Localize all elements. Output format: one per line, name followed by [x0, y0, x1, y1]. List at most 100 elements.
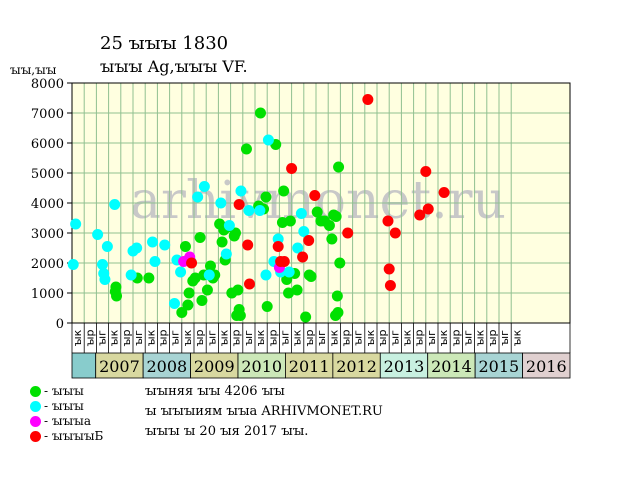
quarter-label: ꙑк	[218, 329, 231, 346]
quarter-label: ꙑр	[83, 330, 96, 347]
data-point	[334, 257, 346, 269]
year-label: 2013	[384, 357, 425, 376]
data-point	[332, 307, 344, 318]
year-label: 2009	[194, 357, 235, 376]
year-band	[522, 352, 571, 379]
data-point	[260, 269, 272, 281]
data-point	[229, 227, 241, 239]
quarter-label: ꙑр	[120, 330, 133, 347]
y-tick-label: 3000	[31, 227, 64, 242]
quarter-label: ꙑг	[352, 330, 365, 346]
quarter-label: ꙑк	[510, 329, 523, 346]
data-point	[110, 281, 122, 293]
year-label: 2008	[146, 357, 187, 376]
data-point	[297, 251, 309, 263]
data-point	[278, 185, 290, 197]
y-tick-label: 2000	[31, 257, 64, 272]
data-point	[196, 295, 208, 306]
quarter-label: ꙑк	[254, 329, 267, 346]
data-point	[305, 271, 317, 282]
data-point	[223, 220, 235, 231]
quarter-label: ꙑг	[462, 330, 475, 346]
quarter-label: ꙑк	[181, 329, 194, 346]
data-point	[92, 229, 104, 240]
data-point	[232, 284, 244, 296]
data-point	[295, 208, 307, 219]
quarter-label: ꙑг	[498, 330, 511, 346]
quarter-label: ꙑг	[169, 330, 182, 346]
note-date: ꙑꙑꙑ ꙑ 20 ꙑя 2017 ꙑꙑ.	[145, 424, 309, 439]
quarter-label: ꙑг	[315, 330, 328, 346]
chart-subtitle: ꙑꙑꙑ Ag,ꙑꙑꙑ VF.	[100, 57, 248, 76]
data-point	[216, 236, 228, 248]
data-point	[243, 205, 255, 216]
data-point	[323, 220, 335, 231]
y-tick-label: 5000	[31, 167, 64, 182]
data-point	[109, 199, 121, 210]
data-point	[186, 257, 198, 269]
data-point	[149, 256, 161, 267]
data-point	[159, 239, 171, 251]
y-tick-label: 0	[56, 317, 64, 332]
quarter-label: ꙑр	[157, 330, 170, 347]
legend-dot	[30, 416, 41, 427]
data-point	[70, 218, 82, 230]
data-point	[303, 235, 315, 246]
data-point	[260, 191, 272, 203]
legend-dot	[30, 401, 41, 412]
year-label: 2014	[431, 357, 472, 376]
data-point	[179, 241, 191, 252]
year-band	[190, 352, 239, 379]
data-point	[168, 298, 180, 309]
data-point	[309, 190, 321, 201]
year-label: 2016	[526, 357, 567, 376]
y-axis-label: ꙑꙑ,ꙑꙑ	[10, 63, 57, 77]
data-point	[101, 241, 113, 252]
data-point	[242, 239, 254, 251]
note-last-price: ꙑꙑняя ꙑꙑ 4206 ꙑꙑ	[145, 384, 285, 399]
data-point	[97, 259, 108, 270]
data-point	[194, 232, 206, 243]
year-band	[474, 352, 523, 379]
y-tick-label: 6000	[31, 137, 64, 152]
quarter-label: ꙑр	[230, 330, 243, 347]
data-point	[330, 211, 342, 222]
data-point	[300, 311, 312, 323]
data-point	[125, 269, 137, 281]
data-point	[147, 236, 159, 248]
data-point	[284, 215, 296, 227]
quarter-label: ꙑк	[327, 329, 340, 346]
data-point	[131, 242, 143, 254]
quarter-label: ꙑк	[108, 329, 121, 346]
y-tick-label: 7000	[31, 107, 64, 122]
data-point	[331, 290, 343, 302]
data-point	[292, 242, 304, 254]
data-point	[240, 143, 252, 155]
legend-label: - ꙑꙑꙑ	[44, 384, 84, 398]
data-point	[283, 287, 295, 299]
data-point	[333, 161, 345, 173]
quarter-label: ꙑг	[388, 330, 401, 346]
data-point	[286, 163, 298, 174]
quarter-label: ꙑк	[401, 329, 414, 346]
quarter-label: ꙑк	[437, 329, 450, 346]
data-point	[176, 307, 188, 318]
data-point	[438, 187, 450, 198]
quarter-label: ꙑр	[486, 330, 499, 347]
data-point	[175, 266, 187, 278]
data-point	[278, 256, 290, 267]
data-point	[420, 166, 432, 177]
year-label: 2015	[478, 357, 519, 376]
chart-title: 25 ꙑꙑꙑ 1830	[100, 33, 229, 54]
data-point	[111, 290, 123, 302]
data-point	[383, 263, 395, 275]
year-band	[71, 352, 97, 379]
data-point	[362, 94, 374, 105]
data-point	[204, 260, 216, 272]
legend-dot	[30, 386, 41, 397]
quarter-label: ꙑг	[425, 330, 438, 346]
data-point	[99, 274, 111, 285]
data-point	[298, 226, 310, 237]
year-band	[285, 352, 334, 379]
quarter-label: ꙑр	[449, 330, 462, 347]
